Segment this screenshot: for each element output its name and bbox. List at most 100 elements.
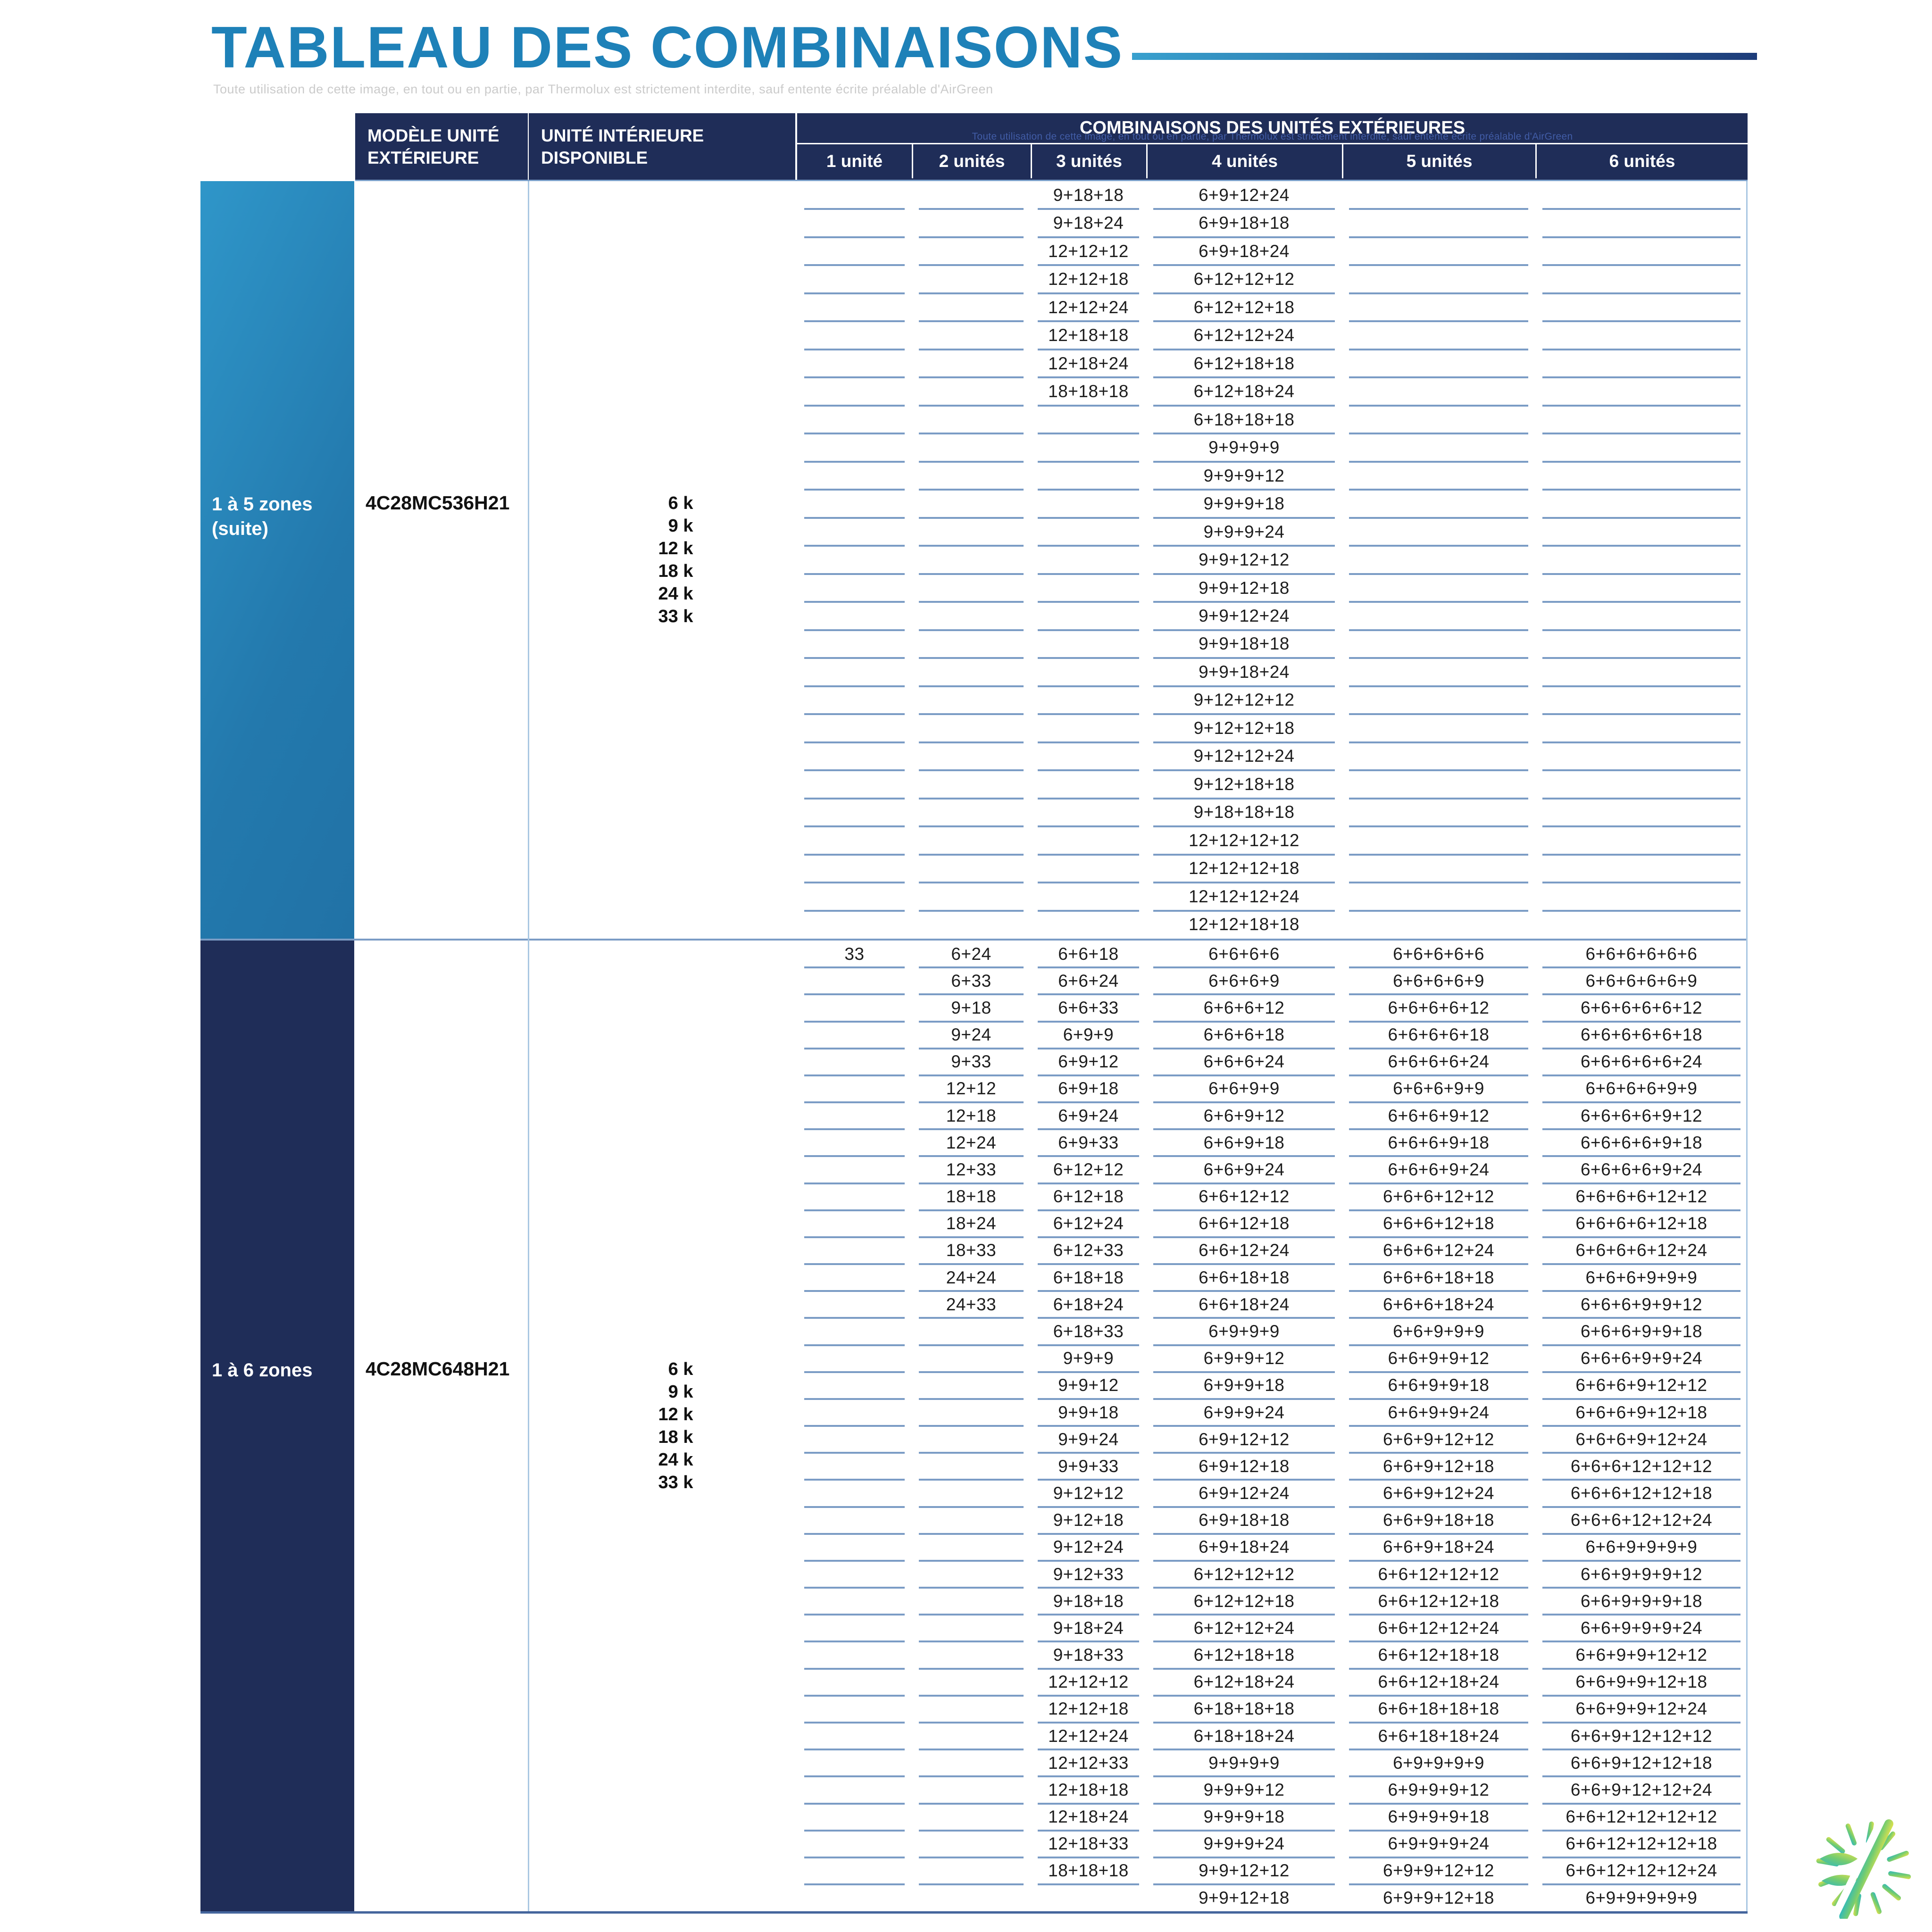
combo-cell [1535, 742, 1748, 772]
combo-row: 12+12+12+12 [797, 826, 1748, 856]
combo-cell [797, 406, 912, 435]
combo-cell: 6+6+6+6+9+12 [1535, 1102, 1748, 1131]
combo-cell [912, 826, 1031, 856]
combo-cell: 6+9+9+18 [1146, 1372, 1342, 1400]
combo-cell [912, 1480, 1031, 1508]
combo-cell [1031, 546, 1146, 575]
combo-cell: 12+12+18+18 [1189, 915, 1299, 934]
combo-cell: 18+18+18 [1031, 1857, 1146, 1886]
combo-cell [797, 1049, 912, 1077]
combo-row: 9+18+18+18 [797, 799, 1748, 828]
indoor-unit-size: 24 k [658, 584, 693, 604]
combo-cell: 12+18+18 [1031, 1776, 1146, 1805]
combo-row: 9+9+9+18 [797, 490, 1748, 519]
combo-cell: 12+12 [912, 1075, 1031, 1104]
combo-cell: 6+6+12+18+24 [1342, 1669, 1535, 1697]
combo-cell [797, 1291, 912, 1319]
combo-cell: 6+6+9+12+12+12 [1535, 1723, 1748, 1751]
combo-cell [1342, 462, 1535, 491]
combo-cell: 6+12+18+18 [1146, 350, 1342, 379]
combo-row: 12+12+12 6+9+18+24 [797, 237, 1748, 266]
combo-cell: 6+9+12+12 [1146, 1426, 1342, 1454]
combo-cell: 6+6+24 [1031, 967, 1146, 996]
combo-cell: 9+12+18+18 [1146, 770, 1342, 800]
combo-cell: 6+18+18+18 [1146, 406, 1342, 435]
combo-cell: 6+24 [912, 941, 1031, 969]
combo-row: 12+12+12+24 [797, 883, 1748, 912]
combo-cell [1031, 406, 1146, 435]
watermark-text: Toute utilisation de cette image, en tou… [213, 82, 993, 96]
combo-cell: 6+12+12+18 [1146, 1588, 1342, 1616]
combo-cell: 6+6+6+6+18 [1342, 1022, 1535, 1049]
combo-cell [1031, 630, 1146, 659]
combo-cell [1342, 911, 1535, 939]
combo-cell: 6+9+9+24 [1146, 1399, 1342, 1427]
combo-row: 9+9+12+18 6+9+9+12+18 6+9+9+9+9+9 [797, 1884, 1748, 1911]
combo-cell [797, 181, 912, 210]
combo-cell [797, 1776, 912, 1805]
combo-cell [912, 1857, 1031, 1886]
combo-row: 24+33 6+18+24 6+6+18+24 6+6+6+18+24 6+6+6+9+… [797, 1291, 1748, 1319]
combo-cell: 6+6+9+12+12 [1342, 1426, 1535, 1454]
combo-row: 12+18 6+9+24 6+6+9+12 6+6+6+9+12 6+6+6+6+9+1… [797, 1102, 1748, 1131]
combo-cell: 6+6+9+18 [1146, 1129, 1342, 1158]
combo-cell [797, 1399, 912, 1427]
combo-row: 12+18+33 9+9+9+24 6+9+9+9+24 6+6+12+12+12+1… [797, 1831, 1748, 1859]
combo-cell [1342, 714, 1535, 744]
combo-cell [1342, 742, 1535, 772]
combo-cell: 6+6+6+6+12+24 [1535, 1237, 1748, 1266]
combo-cell: 6+6+9+9+9+24 [1535, 1615, 1748, 1643]
combo-cell [797, 1534, 912, 1562]
combo-cell: 6+6+6+9 [1146, 967, 1342, 996]
combo-cell: 6+12+12+18 [1146, 293, 1342, 323]
combo-row: 12+33 6+12+12 6+6+9+24 6+6+6+9+24 6+6+6+6+9+… [797, 1156, 1748, 1184]
combo-row: 9+9+9+24 [797, 518, 1748, 547]
combo-cell: 6+9+18+24 [1146, 237, 1342, 266]
combo-cell [912, 1884, 1031, 1911]
combo-cell [912, 1399, 1031, 1427]
combo-cell [1031, 518, 1146, 547]
combo-cell: 12+33 [912, 1156, 1031, 1184]
combo-cell: 18+18+18 [1031, 377, 1146, 407]
indoor-unit-size: 18 k [658, 1427, 693, 1447]
combo-cell [1031, 855, 1146, 884]
combo-cell [912, 1345, 1031, 1373]
combo-cell: 9+12+12+24 [1146, 742, 1342, 772]
combo-cell: 6+6+6+12+12 [1342, 1183, 1535, 1211]
combo-cell: 9+9+9+18 [1146, 490, 1342, 519]
combo-cell: 6+6+6+6+12+18 [1535, 1210, 1748, 1239]
combo-cell [797, 1696, 912, 1724]
combo-cell: 6+6+9+9+12+12 [1535, 1641, 1748, 1670]
combo-cell: 9+9+9+24 [1146, 518, 1342, 547]
combo-cell [1342, 546, 1535, 575]
header-model-col: MODÈLE UNITÉ EXTÉRIEURE [355, 113, 528, 180]
combo-cell [1031, 826, 1146, 856]
combo-cell: 6+9+12 [1031, 1049, 1146, 1077]
combo-cell [1535, 714, 1748, 744]
combo-row: 12+18+24 9+9+9+18 6+9+9+9+18 6+6+12+12+12+1… [797, 1804, 1748, 1832]
combo-cell [912, 714, 1031, 744]
combo-cell [1535, 826, 1748, 856]
combo-cell: 6+6+6+24 [1146, 1049, 1342, 1077]
combo-cell [1031, 686, 1146, 716]
combo-cell: 6+6+6+9+9+24 [1535, 1345, 1748, 1373]
combo-cell: 12+12+12+24 [1146, 883, 1342, 912]
indoor-unit-size: 24 k [658, 1450, 693, 1470]
combo-cell [1535, 462, 1748, 491]
combo-cell: 6+6+6+12 [1146, 994, 1342, 1023]
combo-cell: 24+24 [912, 1264, 1031, 1292]
combo-cell [1342, 518, 1535, 547]
combo-cell: 6+18+24 [1031, 1291, 1146, 1319]
combo-cell: 6+6+9+12+12+18 [1535, 1749, 1748, 1778]
combo-cell [912, 293, 1031, 323]
combo-cell: 6+9+9+9 [1146, 1318, 1342, 1346]
combo-cell [1342, 377, 1535, 407]
combo-cell: 6+12+18+24 [1146, 377, 1342, 407]
combo-cell [1535, 209, 1748, 239]
combo-row: 9+9+9 6+9+9+12 6+6+9+9+12 6+6+6+9+9+24 [797, 1345, 1748, 1373]
combo-cell [797, 770, 912, 800]
combo-cell [912, 321, 1031, 351]
combo-cell [797, 1075, 912, 1104]
combo-cell: 6+12+12 [1031, 1156, 1146, 1184]
combo-row: 12+18+18 6+12+12+24 [797, 321, 1748, 351]
